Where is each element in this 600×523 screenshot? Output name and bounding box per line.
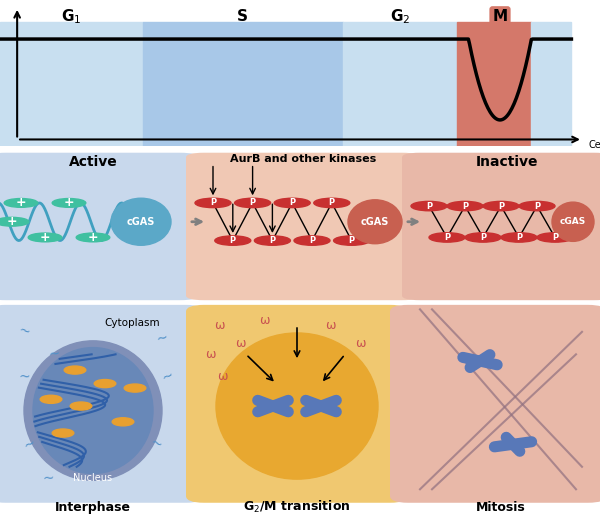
- Text: P: P: [534, 201, 540, 211]
- Text: P: P: [269, 236, 275, 245]
- Text: ~: ~: [23, 436, 37, 452]
- Ellipse shape: [33, 348, 153, 473]
- Circle shape: [254, 236, 290, 245]
- Text: P: P: [309, 236, 315, 245]
- Text: cGAS: cGAS: [127, 217, 155, 227]
- Text: P: P: [250, 198, 256, 208]
- FancyBboxPatch shape: [402, 153, 600, 300]
- FancyBboxPatch shape: [186, 305, 408, 503]
- Text: Cytoplasm: Cytoplasm: [104, 318, 160, 328]
- Text: Mitosis: Mitosis: [476, 501, 526, 514]
- Circle shape: [94, 380, 116, 388]
- Circle shape: [483, 201, 519, 211]
- Circle shape: [447, 201, 483, 211]
- Circle shape: [112, 418, 134, 426]
- Circle shape: [64, 366, 86, 374]
- Text: +: +: [64, 197, 74, 209]
- Circle shape: [4, 199, 38, 207]
- Text: P: P: [289, 198, 295, 208]
- Ellipse shape: [111, 198, 171, 245]
- Text: ω: ω: [259, 314, 269, 327]
- Circle shape: [519, 201, 555, 211]
- Circle shape: [294, 236, 330, 245]
- Bar: [457, 22, 532, 146]
- Circle shape: [52, 429, 74, 437]
- Bar: [143, 22, 343, 146]
- Circle shape: [70, 402, 92, 410]
- Text: ~: ~: [161, 369, 175, 385]
- Text: Nucleus: Nucleus: [73, 473, 113, 483]
- Text: P: P: [426, 201, 432, 211]
- Text: G$_1$: G$_1$: [61, 7, 82, 26]
- Text: ω: ω: [214, 319, 224, 332]
- Text: ω: ω: [325, 319, 335, 332]
- Text: ~: ~: [155, 331, 169, 347]
- Text: ~: ~: [46, 346, 62, 363]
- Text: P: P: [480, 233, 486, 242]
- FancyBboxPatch shape: [390, 305, 600, 503]
- Text: Interphase: Interphase: [55, 501, 131, 514]
- Circle shape: [40, 395, 62, 403]
- Text: ~: ~: [148, 436, 164, 453]
- Circle shape: [314, 198, 350, 208]
- Ellipse shape: [24, 341, 162, 480]
- Circle shape: [537, 233, 573, 242]
- Text: cGAS: cGAS: [361, 217, 389, 227]
- Text: +: +: [40, 231, 50, 244]
- Text: P: P: [516, 233, 522, 242]
- Ellipse shape: [216, 333, 378, 479]
- Text: S: S: [238, 9, 248, 24]
- Bar: [532, 22, 571, 146]
- Bar: [0, 22, 143, 146]
- Circle shape: [274, 198, 310, 208]
- Text: +: +: [88, 231, 98, 244]
- Circle shape: [76, 233, 110, 242]
- Circle shape: [429, 233, 465, 242]
- Text: P: P: [230, 236, 236, 245]
- Text: M: M: [493, 9, 508, 24]
- Text: G$_2$: G$_2$: [390, 7, 410, 26]
- Text: ω: ω: [205, 348, 215, 361]
- Text: P: P: [210, 198, 216, 208]
- Text: P: P: [552, 233, 558, 242]
- Text: +: +: [7, 215, 17, 228]
- Circle shape: [195, 198, 231, 208]
- Circle shape: [501, 233, 537, 242]
- Circle shape: [215, 236, 251, 245]
- FancyBboxPatch shape: [0, 305, 204, 503]
- Text: +: +: [16, 197, 26, 209]
- FancyBboxPatch shape: [186, 153, 420, 300]
- Text: ~: ~: [41, 470, 55, 486]
- Circle shape: [411, 201, 447, 211]
- FancyBboxPatch shape: [0, 153, 198, 300]
- Text: ~: ~: [17, 369, 31, 384]
- Text: G$_2$/M transition: G$_2$/M transition: [243, 499, 351, 515]
- Text: Active: Active: [68, 155, 118, 169]
- Text: P: P: [444, 233, 450, 242]
- Circle shape: [52, 199, 86, 207]
- Circle shape: [0, 218, 29, 226]
- Text: P: P: [498, 201, 504, 211]
- Circle shape: [235, 198, 271, 208]
- Text: ~: ~: [16, 324, 32, 340]
- Circle shape: [124, 384, 146, 392]
- Text: P: P: [329, 198, 335, 208]
- Text: ω: ω: [235, 337, 245, 349]
- Text: Inactive: Inactive: [476, 155, 538, 169]
- Ellipse shape: [552, 202, 594, 242]
- Circle shape: [28, 233, 62, 242]
- Text: ω: ω: [217, 370, 227, 383]
- Text: Cell
cycle: Cell cycle: [589, 140, 600, 162]
- Text: P: P: [462, 201, 468, 211]
- Text: P: P: [349, 236, 355, 245]
- Text: cGAS: cGAS: [560, 217, 586, 226]
- Circle shape: [465, 233, 501, 242]
- Bar: [343, 22, 457, 146]
- Circle shape: [334, 236, 370, 245]
- Ellipse shape: [348, 200, 402, 244]
- Text: AurB and other kinases: AurB and other kinases: [230, 154, 376, 164]
- Text: ω: ω: [355, 337, 365, 349]
